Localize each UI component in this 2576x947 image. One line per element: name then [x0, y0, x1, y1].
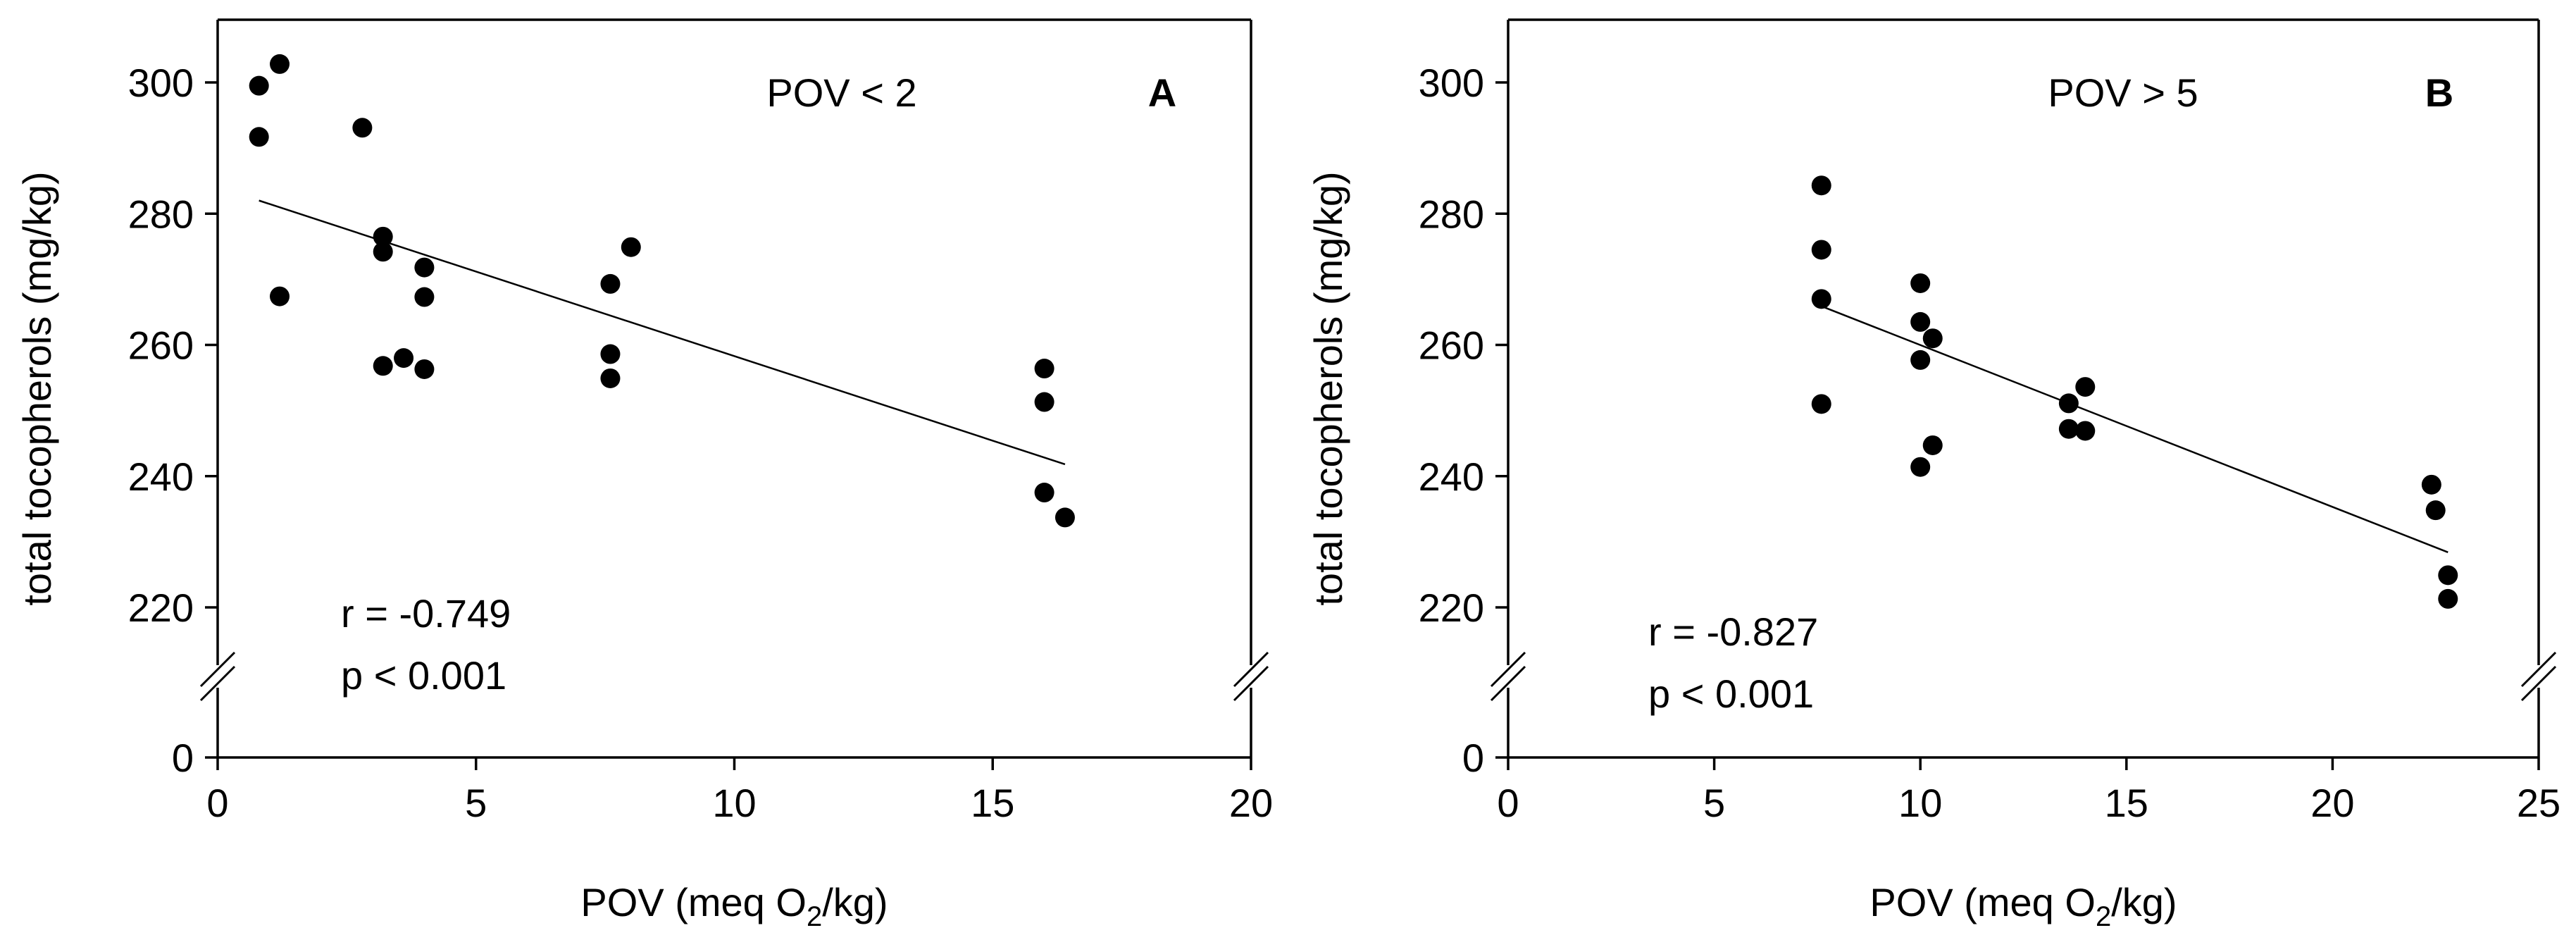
panel-a-x-tick-label: 10: [712, 781, 756, 825]
panel-a-data-point: [394, 348, 414, 369]
panel-a-y-tick-label: 220: [128, 586, 194, 630]
panel-b-right-axis-break-2: [2520, 665, 2557, 702]
panel-a-data-point: [621, 237, 641, 257]
panel-a-data-point: [600, 368, 621, 388]
panel-b-left-axis-break-1: [1490, 651, 1526, 688]
panel-b-x-tick-label: 5: [1703, 781, 1725, 825]
panel-a-data-point: [600, 344, 621, 364]
panel-a-p-value: p < 0.001: [341, 653, 506, 698]
panel-a-data-point: [1034, 392, 1054, 412]
panel-b-right-axis-break-1: [2520, 651, 2557, 688]
panel-b-data-point: [1922, 435, 1943, 455]
panel-b-x-tick-label: 20: [2310, 781, 2354, 825]
panel-a-label: A: [1148, 70, 1176, 115]
panel-a-x-tick-label: 20: [1229, 781, 1273, 825]
panel-b-data-point: [2438, 588, 2458, 609]
panel-a-condition: POV < 2: [766, 70, 916, 115]
panel-a-data-point: [249, 127, 269, 147]
panel-a-y-tick-label: 280: [128, 192, 194, 236]
panel-b-y-tick-label: 240: [1419, 454, 1484, 499]
panel-a: A POV < 2 r = -0.749 p < 0.001 220 240 260…: [15, 18, 1273, 932]
panel-b-condition: POV > 5: [2048, 70, 2198, 115]
panel-a-data-point: [270, 54, 290, 74]
panel-b-p-value: p < 0.001: [1648, 671, 1814, 716]
panel-a-y-tick-label: 260: [128, 323, 194, 368]
panel-b-data-point: [2075, 421, 2096, 441]
panel-b-r-value: r = -0.827: [1648, 609, 1818, 654]
panel-a-data-point: [270, 286, 290, 307]
panel-a-data-point: [414, 359, 435, 379]
panel-a-data-point: [1034, 483, 1054, 503]
panel-b-x-tick-label: 15: [2105, 781, 2148, 825]
panel-b-data-point: [1910, 457, 1931, 477]
panel-a-x-tick-label: 15: [971, 781, 1014, 825]
panel-a-data-point: [373, 356, 393, 376]
panel-b-data-point: [1811, 240, 1831, 260]
panel-b-x-tick-label: 25: [2517, 781, 2561, 825]
panel-b-label: B: [2425, 70, 2453, 115]
panel-b-data-point: [2075, 377, 2096, 397]
panel-a-y-tick-label: 300: [128, 61, 194, 105]
panel-b-y-tick-label: 220: [1419, 586, 1484, 630]
panel-b: B POV > 5 r = -0.827 p < 0.001 220 240 260…: [1306, 18, 2561, 932]
panel-a-x-axis-label: POV (meq O2/kg): [580, 880, 888, 932]
panel-b-y-tick-label: 300: [1419, 61, 1484, 105]
panel-b-y-zero-label: 0: [1462, 736, 1484, 780]
panel-b-data-point: [2058, 393, 2079, 414]
panel-b-data-point: [1811, 289, 1831, 309]
panel-a-data-point: [1054, 507, 1075, 528]
panel-a-data-point: [249, 75, 269, 96]
panel-a-y-zero-label: 0: [172, 736, 194, 780]
panel-b-x-axis-label: POV (meq O2/kg): [1869, 880, 2177, 932]
panel-a-y-tick-label: 240: [128, 454, 194, 499]
panel-b-data-point: [1910, 349, 1931, 370]
panel-b-y-axis-label: total tocopherols (mg/kg): [1306, 171, 1350, 605]
panel-b-regression-line: [1821, 305, 2449, 553]
panel-a-data-point: [352, 118, 373, 138]
panel-b-x-tick-label: 10: [1898, 781, 1942, 825]
panel-b-data-point: [1922, 328, 1943, 349]
panel-a-left-axis-break-2: [199, 665, 236, 702]
panel-a-data-point: [373, 226, 393, 247]
panel-b-y-tick-label: 260: [1419, 323, 1484, 368]
panel-b-data-point: [2425, 500, 2446, 521]
panel-b-data-point: [1910, 273, 1931, 293]
panel-a-data-point: [1034, 359, 1054, 379]
panel-a-data-point: [600, 273, 621, 294]
panel-b-data-point: [1811, 175, 1831, 196]
panel-a-data-point: [373, 242, 393, 262]
panel-b-data-point: [1811, 394, 1831, 414]
panel-b-data-point: [2421, 474, 2441, 495]
panel-a-x-tick-label: 0: [206, 781, 228, 825]
panel-a-data-point: [414, 257, 435, 278]
panel-a-left-axis-break-1: [199, 651, 236, 688]
panel-b-left-axis-break-2: [1490, 665, 1526, 702]
panel-b-data-point: [2438, 565, 2458, 586]
panel-a-data-point: [414, 287, 435, 307]
panel-a-y-axis-label: total tocopherols (mg/kg): [15, 171, 59, 605]
panel-b-data-point: [2058, 419, 2079, 439]
panel-b-data-point: [1910, 311, 1931, 332]
panel-a-right-axis-break-1: [1233, 651, 1269, 688]
panel-b-y-tick-label: 280: [1419, 192, 1484, 236]
panel-a-right-axis-break-2: [1233, 665, 1269, 702]
panel-b-x-tick-label: 0: [1497, 781, 1519, 825]
panel-a-regression-line: [259, 199, 1066, 466]
panel-a-x-tick-label: 5: [465, 781, 487, 825]
panel-a-r-value: r = -0.749: [341, 591, 511, 636]
